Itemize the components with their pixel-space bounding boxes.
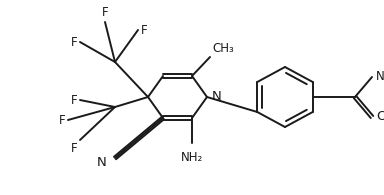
Text: F: F [70, 93, 77, 106]
Text: F: F [102, 6, 108, 19]
Text: F: F [141, 24, 147, 36]
Text: NH₂: NH₂ [181, 151, 203, 164]
Text: O: O [376, 111, 384, 123]
Text: NH₂: NH₂ [376, 71, 384, 83]
Text: CH₃: CH₃ [212, 42, 234, 55]
Text: N: N [97, 157, 107, 169]
Text: F: F [58, 113, 65, 127]
Text: F: F [70, 35, 77, 49]
Text: N: N [212, 90, 222, 104]
Text: F: F [70, 142, 77, 155]
